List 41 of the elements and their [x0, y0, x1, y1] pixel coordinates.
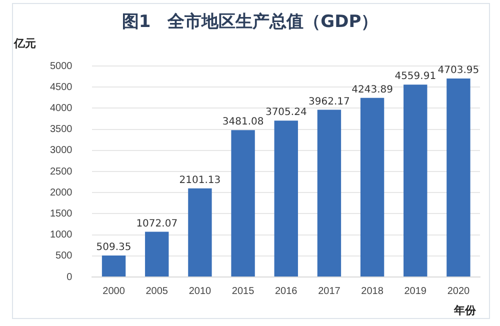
y-tick-label: 1500 [50, 208, 73, 220]
data-label: 4559.91 [394, 71, 436, 82]
y-tick-label: 0 [66, 272, 73, 283]
data-label: 1072.07 [136, 218, 178, 230]
bar [102, 256, 126, 276]
bar [145, 232, 169, 276]
data-label: 3705.24 [265, 107, 307, 118]
y-tick-label: 4000 [50, 102, 73, 114]
data-label: 3962.17 [308, 96, 350, 108]
y-tick-label: 3000 [50, 145, 73, 156]
x-tick-label: 2000 [102, 286, 126, 297]
x-tick-label: 2020 [447, 286, 470, 297]
bar [188, 188, 212, 276]
bar [404, 84, 428, 276]
y-axis-title: 亿元 [14, 36, 36, 51]
y-tick-label: 5000 [50, 60, 73, 72]
data-label: 509.35 [96, 242, 132, 254]
bar [231, 130, 255, 276]
data-label: 2101.13 [179, 174, 221, 186]
bar [274, 120, 298, 276]
data-label: 3481.08 [222, 116, 264, 128]
x-tick-label: 2010 [188, 286, 212, 297]
x-tick-label: 2018 [361, 286, 384, 297]
bar [360, 98, 384, 276]
y-tick-label: 1000 [50, 230, 73, 241]
x-tick-label: 2017 [318, 286, 341, 297]
y-tick-label: 3500 [50, 124, 73, 136]
x-tick-label: 2005 [146, 286, 168, 297]
y-tick-label: 4500 [50, 82, 73, 93]
x-tick-label: 2015 [232, 286, 255, 297]
x-tick-label: 2016 [275, 286, 298, 297]
y-tick-label: 2500 [50, 166, 73, 178]
data-label: 4243.89 [352, 84, 393, 96]
y-tick-label: 500 [56, 250, 73, 262]
x-axis-title: 年份 [454, 303, 476, 318]
x-tick-label: 2019 [404, 286, 427, 297]
data-label: 4703.95 [438, 65, 480, 76]
bar [446, 78, 470, 276]
chart-title: 图1 全市地区生产总值（GDP） [120, 11, 380, 33]
bar [317, 110, 342, 276]
y-tick-label: 2000 [50, 187, 73, 198]
